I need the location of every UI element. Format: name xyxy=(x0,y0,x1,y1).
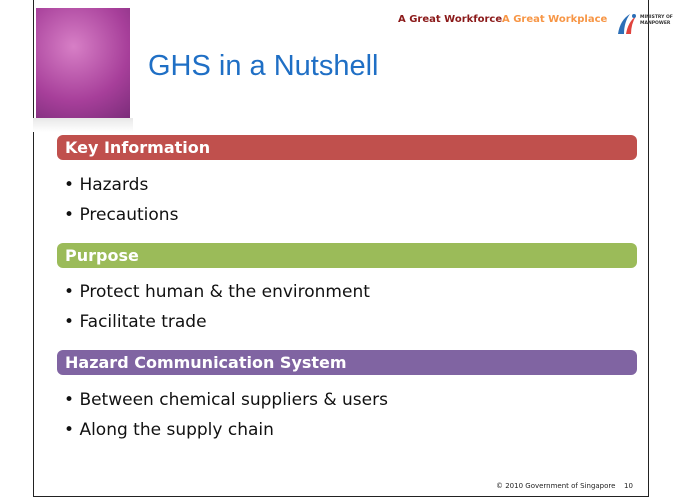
slide: A Great Workforce A Great Workplace MINI… xyxy=(0,0,683,502)
page: A Great Workforce A Great Workplace MINI… xyxy=(0,0,683,502)
tagline: A Great Workplace xyxy=(502,14,607,25)
section-heading: Purpose xyxy=(57,243,637,268)
bullet: Hazards xyxy=(64,175,148,195)
section-heading: Hazard Communication System xyxy=(57,350,637,375)
copyright: © 2010 Government of Singapore xyxy=(496,482,615,490)
page-number: 10 xyxy=(624,482,633,490)
section-heading: Key Information xyxy=(57,135,637,160)
bullet: Protect human & the environment xyxy=(64,282,370,302)
bullet: Between chemical suppliers & users xyxy=(64,390,388,410)
logo-text: MINISTRY OF xyxy=(640,15,673,20)
bullet: Along the supply chain xyxy=(64,420,274,440)
tagline: A Great Workforce xyxy=(398,14,502,25)
cover-image xyxy=(36,8,130,118)
bullet: Precautions xyxy=(64,205,178,225)
slide-title: GHS in a Nutshell xyxy=(148,50,379,83)
bullet: Facilitate trade xyxy=(64,312,207,332)
logo-text: MANPOWER xyxy=(640,21,670,26)
cover-shadow xyxy=(33,118,133,132)
